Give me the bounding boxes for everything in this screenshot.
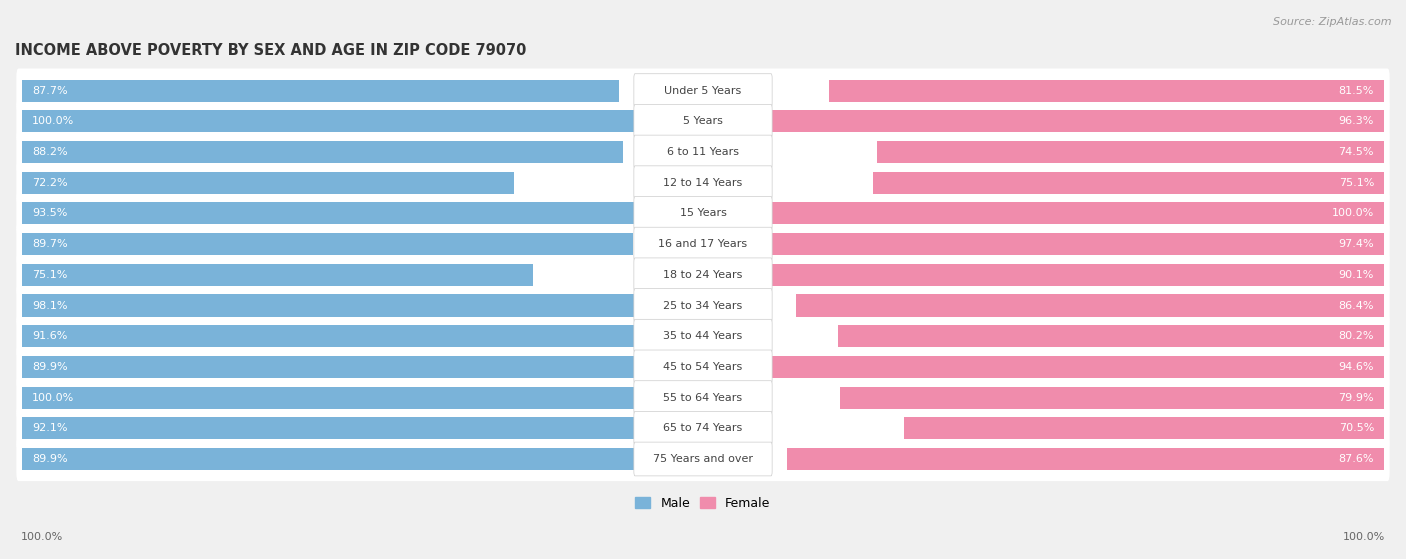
FancyBboxPatch shape	[17, 345, 1389, 389]
Text: 89.9%: 89.9%	[32, 362, 67, 372]
Text: 97.4%: 97.4%	[1339, 239, 1374, 249]
Text: 92.1%: 92.1%	[32, 423, 67, 433]
Bar	[770, 264, 1384, 286]
Text: 96.3%: 96.3%	[1339, 116, 1374, 126]
Bar	[22, 141, 623, 163]
Bar	[740, 356, 1384, 378]
FancyBboxPatch shape	[634, 105, 772, 138]
Bar	[22, 233, 633, 255]
Text: 75 Years and over: 75 Years and over	[652, 454, 754, 464]
Text: 100.0%: 100.0%	[21, 532, 63, 542]
Text: 12 to 14 Years: 12 to 14 Years	[664, 178, 742, 188]
FancyBboxPatch shape	[17, 376, 1389, 420]
Legend: Male, Female: Male, Female	[630, 492, 776, 515]
FancyBboxPatch shape	[17, 222, 1389, 266]
Bar	[22, 295, 690, 316]
Bar	[22, 202, 659, 225]
Text: 91.6%: 91.6%	[32, 331, 67, 341]
Text: 79.9%: 79.9%	[1339, 392, 1374, 402]
Text: 70.5%: 70.5%	[1339, 423, 1374, 433]
Text: 5 Years: 5 Years	[683, 116, 723, 126]
Text: 89.7%: 89.7%	[32, 239, 67, 249]
Bar	[830, 79, 1384, 102]
Text: Under 5 Years: Under 5 Years	[665, 86, 741, 96]
Text: 65 to 74 Years: 65 to 74 Years	[664, 423, 742, 433]
Text: 80.2%: 80.2%	[1339, 331, 1374, 341]
Bar	[22, 356, 634, 378]
FancyBboxPatch shape	[17, 130, 1389, 174]
Text: 15 Years: 15 Years	[679, 209, 727, 219]
Bar	[22, 264, 533, 286]
Text: 74.5%: 74.5%	[1339, 147, 1374, 157]
Text: INCOME ABOVE POVERTY BY SEX AND AGE IN ZIP CODE 79070: INCOME ABOVE POVERTY BY SEX AND AGE IN Z…	[15, 43, 526, 58]
Bar	[839, 387, 1384, 409]
Text: 75.1%: 75.1%	[32, 270, 67, 280]
FancyBboxPatch shape	[17, 283, 1389, 328]
FancyBboxPatch shape	[634, 258, 772, 292]
Text: 90.1%: 90.1%	[1339, 270, 1374, 280]
Text: 94.6%: 94.6%	[1339, 362, 1374, 372]
Bar	[787, 448, 1384, 470]
FancyBboxPatch shape	[634, 442, 772, 476]
Bar	[22, 387, 703, 409]
Text: 89.9%: 89.9%	[32, 454, 67, 464]
Text: 100.0%: 100.0%	[32, 392, 75, 402]
Text: 35 to 44 Years: 35 to 44 Years	[664, 331, 742, 341]
Text: 100.0%: 100.0%	[1331, 209, 1374, 219]
Text: 98.1%: 98.1%	[32, 301, 67, 310]
Bar	[796, 295, 1384, 316]
Text: 100.0%: 100.0%	[32, 116, 75, 126]
FancyBboxPatch shape	[17, 406, 1389, 451]
FancyBboxPatch shape	[634, 166, 772, 200]
Bar	[838, 325, 1384, 347]
FancyBboxPatch shape	[17, 99, 1389, 144]
Bar	[904, 417, 1384, 439]
FancyBboxPatch shape	[634, 288, 772, 323]
Bar	[873, 172, 1384, 194]
FancyBboxPatch shape	[634, 411, 772, 445]
Text: 87.6%: 87.6%	[1339, 454, 1374, 464]
Bar	[721, 233, 1384, 255]
Text: Source: ZipAtlas.com: Source: ZipAtlas.com	[1274, 17, 1392, 27]
Text: 16 and 17 Years: 16 and 17 Years	[658, 239, 748, 249]
FancyBboxPatch shape	[17, 314, 1389, 358]
FancyBboxPatch shape	[17, 253, 1389, 297]
FancyBboxPatch shape	[634, 197, 772, 230]
Text: 87.7%: 87.7%	[32, 86, 67, 96]
Text: 45 to 54 Years: 45 to 54 Years	[664, 362, 742, 372]
Text: 18 to 24 Years: 18 to 24 Years	[664, 270, 742, 280]
FancyBboxPatch shape	[634, 227, 772, 261]
Text: 6 to 11 Years: 6 to 11 Years	[666, 147, 740, 157]
Bar	[728, 110, 1384, 132]
Text: 86.4%: 86.4%	[1339, 301, 1374, 310]
Bar	[877, 141, 1384, 163]
Text: 81.5%: 81.5%	[1339, 86, 1374, 96]
Bar	[22, 110, 703, 132]
FancyBboxPatch shape	[17, 69, 1389, 113]
Bar	[703, 202, 1384, 225]
FancyBboxPatch shape	[634, 319, 772, 353]
Text: 75.1%: 75.1%	[1339, 178, 1374, 188]
Text: 93.5%: 93.5%	[32, 209, 67, 219]
FancyBboxPatch shape	[634, 381, 772, 414]
Text: 25 to 34 Years: 25 to 34 Years	[664, 301, 742, 310]
FancyBboxPatch shape	[17, 437, 1389, 481]
FancyBboxPatch shape	[17, 191, 1389, 235]
FancyBboxPatch shape	[17, 160, 1389, 205]
Text: 100.0%: 100.0%	[1343, 532, 1385, 542]
Bar	[22, 172, 513, 194]
Bar	[22, 79, 619, 102]
Text: 88.2%: 88.2%	[32, 147, 67, 157]
Bar	[22, 325, 645, 347]
FancyBboxPatch shape	[634, 350, 772, 384]
FancyBboxPatch shape	[634, 74, 772, 107]
Bar	[22, 448, 634, 470]
Text: 55 to 64 Years: 55 to 64 Years	[664, 392, 742, 402]
Bar	[22, 417, 650, 439]
Text: 72.2%: 72.2%	[32, 178, 67, 188]
FancyBboxPatch shape	[634, 135, 772, 169]
